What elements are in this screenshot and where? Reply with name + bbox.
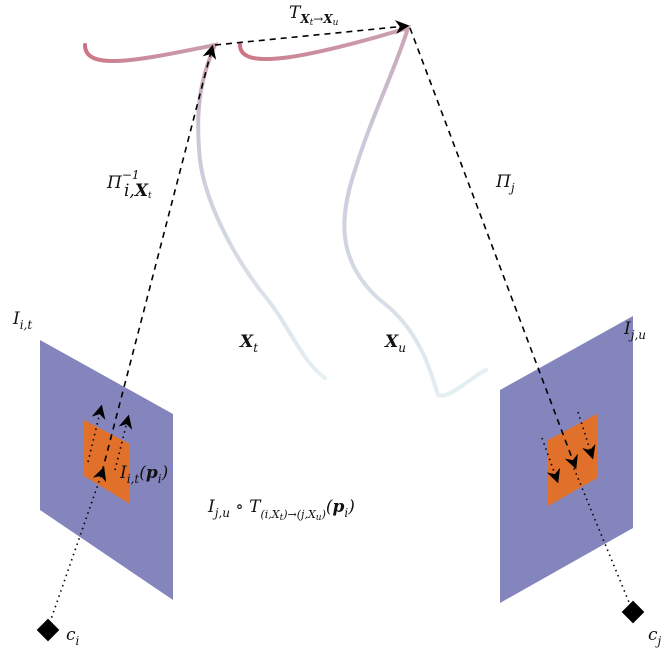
camera-j-icon — [621, 600, 645, 624]
camera-j-label: cj — [648, 625, 662, 648]
camera-ray-j-2 — [541, 437, 561, 484]
curve-x-u-label: Xu — [384, 332, 406, 355]
composition-label: Ij,u ∘ T(i,Xt)→(j,Xu)(pi) — [207, 497, 355, 523]
curve-x-u — [238, 25, 488, 398]
transform-label: TXt→Xu — [289, 3, 339, 28]
pi-inverse-sub: i,Xt — [124, 181, 152, 201]
camera-i-label: ci — [66, 625, 80, 648]
camera-ray-i-2 — [87, 404, 106, 463]
pi-inverse-label: Π−1 — [106, 168, 140, 193]
back-projection-arrow — [101, 44, 217, 473]
image-i-label: Ii,t — [12, 309, 32, 332]
projection-arrow — [409, 27, 578, 470]
pi-j-label: Πj — [495, 172, 515, 195]
patch-i — [84, 420, 130, 504]
camera-ray-j-3 — [577, 411, 596, 460]
curve-x-t — [83, 42, 327, 380]
camera-ray-i-3 — [114, 414, 133, 471]
patch-i-label: Ii,t(pi) — [119, 463, 168, 486]
image-j-label: Ij,u — [623, 319, 646, 342]
transform-arrow — [214, 20, 410, 46]
camera-ray-i-1 — [47, 466, 107, 629]
camera-i-icon — [36, 618, 60, 642]
curve-x-t-label: Xt — [239, 332, 258, 355]
